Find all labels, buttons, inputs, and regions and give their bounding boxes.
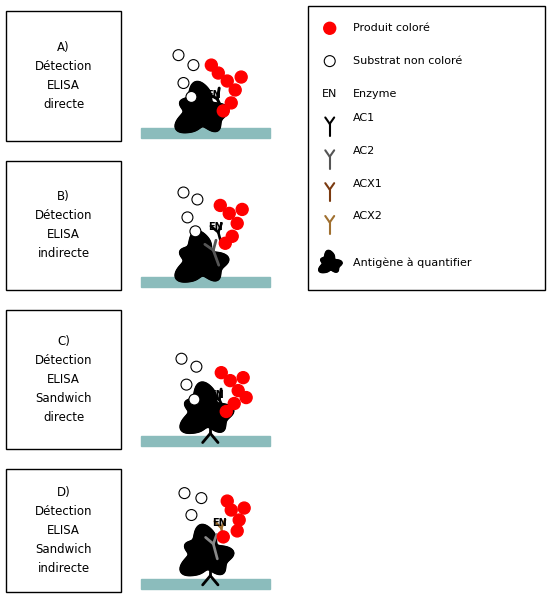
Text: B)
Détection
ELISA
indirecte: B) Détection ELISA indirecte xyxy=(35,191,92,260)
Circle shape xyxy=(215,367,227,379)
Text: A)
Détection
ELISA
directe: A) Détection ELISA directe xyxy=(35,41,92,111)
Text: Substrat non coloré: Substrat non coloré xyxy=(353,56,462,66)
Circle shape xyxy=(225,97,237,109)
Circle shape xyxy=(217,531,229,543)
FancyBboxPatch shape xyxy=(308,7,545,290)
Circle shape xyxy=(178,187,189,198)
Circle shape xyxy=(226,230,238,242)
Circle shape xyxy=(191,361,202,372)
Circle shape xyxy=(231,218,243,229)
Circle shape xyxy=(214,200,226,212)
Text: AC2: AC2 xyxy=(353,146,375,156)
Polygon shape xyxy=(319,250,342,273)
Circle shape xyxy=(179,488,190,499)
Polygon shape xyxy=(175,81,229,133)
Circle shape xyxy=(173,49,184,61)
Circle shape xyxy=(225,504,237,516)
Text: C)
Détection
ELISA
Sandwich
directe: C) Détection ELISA Sandwich directe xyxy=(35,335,92,424)
Circle shape xyxy=(219,238,231,249)
Circle shape xyxy=(178,78,189,89)
Circle shape xyxy=(228,397,240,409)
Text: EN: EN xyxy=(322,89,337,99)
Text: Enzyme: Enzyme xyxy=(353,89,397,99)
Bar xyxy=(141,277,270,287)
Circle shape xyxy=(224,374,236,387)
Text: ACX2: ACX2 xyxy=(353,212,383,221)
Circle shape xyxy=(220,406,232,417)
Circle shape xyxy=(213,67,224,79)
Circle shape xyxy=(221,495,233,507)
Text: Produit coloré: Produit coloré xyxy=(353,24,429,33)
Circle shape xyxy=(231,525,243,537)
Circle shape xyxy=(196,493,207,504)
Circle shape xyxy=(324,22,336,34)
Bar xyxy=(141,579,270,589)
Text: EN: EN xyxy=(209,390,224,400)
Text: Antigène à quantifier: Antigène à quantifier xyxy=(353,258,471,268)
Polygon shape xyxy=(180,525,234,576)
FancyBboxPatch shape xyxy=(7,469,121,592)
Polygon shape xyxy=(180,382,234,434)
Circle shape xyxy=(235,71,247,83)
FancyBboxPatch shape xyxy=(7,160,121,290)
Circle shape xyxy=(186,510,197,520)
Circle shape xyxy=(324,55,335,66)
FancyBboxPatch shape xyxy=(7,310,121,449)
Polygon shape xyxy=(175,231,229,282)
Circle shape xyxy=(217,105,229,117)
Circle shape xyxy=(238,502,250,514)
Text: EN: EN xyxy=(212,518,227,528)
Circle shape xyxy=(176,353,187,364)
Circle shape xyxy=(192,194,203,205)
Circle shape xyxy=(190,226,201,237)
Circle shape xyxy=(188,60,199,71)
Bar xyxy=(141,128,270,137)
Circle shape xyxy=(240,391,252,403)
Text: EN: EN xyxy=(208,223,222,232)
Text: AC1: AC1 xyxy=(353,113,375,123)
Text: D)
Détection
ELISA
Sandwich
indirecte: D) Détection ELISA Sandwich indirecte xyxy=(35,486,92,575)
Circle shape xyxy=(229,84,241,96)
Circle shape xyxy=(237,371,249,384)
Circle shape xyxy=(182,212,193,223)
Circle shape xyxy=(181,379,192,390)
Circle shape xyxy=(189,394,200,405)
Text: EN: EN xyxy=(206,90,221,100)
Circle shape xyxy=(205,59,217,71)
Circle shape xyxy=(221,75,233,87)
FancyBboxPatch shape xyxy=(7,11,121,140)
Circle shape xyxy=(232,385,244,397)
Circle shape xyxy=(186,92,197,103)
Circle shape xyxy=(223,207,235,219)
Bar xyxy=(141,437,270,446)
Text: ACX1: ACX1 xyxy=(353,178,383,189)
Circle shape xyxy=(233,514,245,526)
Circle shape xyxy=(236,203,248,215)
